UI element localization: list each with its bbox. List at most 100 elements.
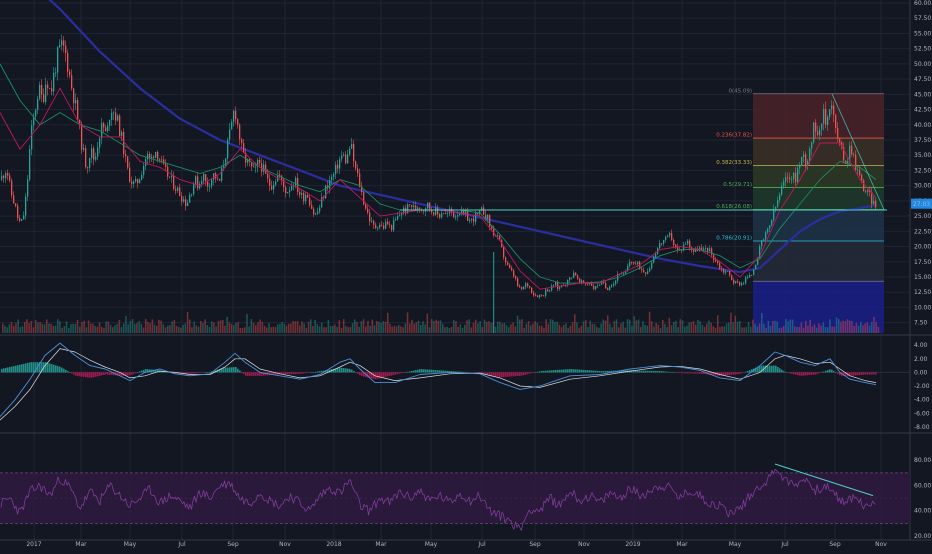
volume-bar <box>200 320 202 333</box>
candle-body <box>719 262 721 269</box>
volume-bar <box>849 320 851 333</box>
candle-body <box>59 45 61 48</box>
volume-bar <box>466 320 468 333</box>
macd-histogram-bar <box>341 367 343 373</box>
volume-bar <box>481 327 484 333</box>
volume-bar <box>516 315 519 333</box>
candle-body <box>99 138 101 148</box>
macd-histogram-bar <box>545 370 547 373</box>
candle-body <box>131 181 133 184</box>
macd-histogram-bar <box>69 372 71 373</box>
candle-body <box>337 164 339 169</box>
macd-histogram-bar <box>67 371 69 373</box>
macd-histogram-bar <box>49 363 51 373</box>
volume-bar <box>85 327 88 333</box>
candle-body <box>359 173 361 187</box>
macd-histogram-bar <box>111 372 113 376</box>
volume-bar <box>204 319 206 333</box>
candle-body <box>53 72 55 92</box>
candle-body <box>361 186 363 193</box>
candle-body <box>827 117 829 125</box>
candle-body <box>65 45 67 54</box>
candle-body <box>413 205 415 207</box>
candle-body <box>209 186 211 188</box>
macd-histogram-bar <box>63 368 65 373</box>
rsi-trend-line <box>774 463 874 497</box>
rsi-tick-label: 80.00 <box>914 457 931 464</box>
candle-body <box>773 209 775 221</box>
macd-histogram-bar <box>795 372 797 375</box>
candle-body <box>531 287 533 293</box>
volume-bar <box>855 322 858 333</box>
candle-body <box>649 268 651 272</box>
macd-histogram-bar <box>35 362 37 373</box>
price-tick-label: 40.00 <box>914 122 931 129</box>
volume-bar <box>10 322 13 333</box>
candle-body <box>457 214 459 217</box>
volume-bar <box>310 319 312 333</box>
macd-histogram-bar <box>741 372 743 374</box>
macd-histogram-bar <box>257 372 259 376</box>
volume-bar <box>351 322 354 333</box>
macd-histogram-bar <box>433 369 435 373</box>
volume-bar <box>774 320 776 333</box>
candle-body <box>387 221 389 225</box>
candle-body <box>677 246 679 251</box>
volume-bar <box>475 319 477 333</box>
volume-bar <box>736 321 739 333</box>
macd-histogram-bar <box>851 372 853 376</box>
candle-body <box>383 225 385 229</box>
price-tick-label: 37.50 <box>914 137 931 144</box>
volume-bar <box>391 326 393 333</box>
volume-bar <box>677 327 679 333</box>
candle-body <box>709 248 711 252</box>
volume-bar <box>844 321 847 333</box>
candle-body <box>573 272 575 278</box>
candle-body <box>873 200 875 204</box>
price-tick-label: 25.00 <box>914 213 931 220</box>
candle-body <box>321 197 323 208</box>
candle-body <box>631 261 633 263</box>
macd-histogram-bar <box>791 372 793 374</box>
volume-bar <box>380 322 382 333</box>
candle-body <box>287 192 289 194</box>
macd-histogram-bar <box>809 372 811 376</box>
candle-body <box>795 172 797 183</box>
volume-bar <box>83 320 85 333</box>
volume-bar <box>211 321 213 333</box>
macd-histogram-bar <box>79 372 81 377</box>
volume-bar <box>147 321 149 333</box>
candle-body <box>689 240 691 248</box>
macd-histogram-bar <box>33 362 35 373</box>
volume-bar <box>109 324 112 333</box>
volume-bar <box>574 314 576 333</box>
candle-body <box>55 72 57 74</box>
macd-histogram-bar <box>483 372 485 374</box>
volume-bar <box>162 324 165 333</box>
volume-bar <box>666 327 668 333</box>
volume-bar <box>659 327 662 333</box>
candle-body <box>771 220 773 226</box>
price-tick-label: 55.00 <box>914 30 931 37</box>
volume-bar <box>160 320 162 333</box>
macd-histogram-bar <box>139 371 141 373</box>
volume-bar <box>587 327 589 333</box>
volume-bar <box>321 322 323 333</box>
macd-histogram-bar <box>437 370 439 373</box>
volume-bar <box>563 324 565 333</box>
candle-body <box>19 218 21 221</box>
volume-bar <box>226 316 228 333</box>
candle-body <box>581 280 583 283</box>
candle-body <box>509 264 511 268</box>
candle-body <box>783 181 785 186</box>
candle-body <box>647 271 649 274</box>
macd-histogram-bar <box>323 370 325 373</box>
macd-histogram-bar <box>219 369 221 373</box>
volume-bar <box>290 323 292 333</box>
volume-bar <box>536 323 539 333</box>
macd-histogram-bar <box>815 372 817 375</box>
candle-body <box>679 249 681 251</box>
macd-histogram-bar <box>357 372 359 374</box>
macd-histogram-bar <box>709 372 711 375</box>
